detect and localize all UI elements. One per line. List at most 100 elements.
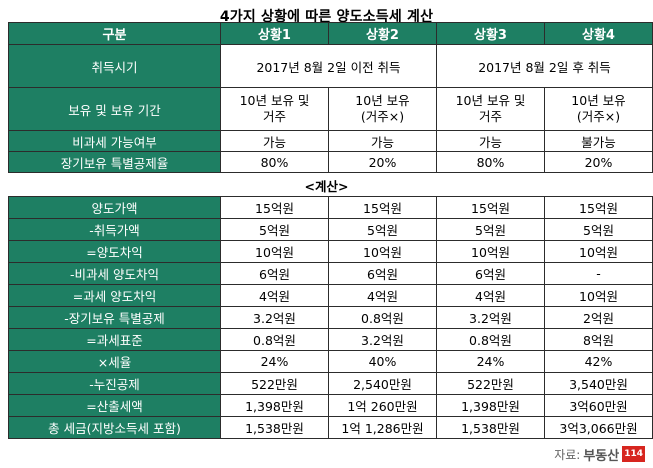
row-value: 24% bbox=[220, 350, 329, 373]
header-case-3: 상황3 bbox=[436, 22, 545, 45]
source-credit: 자료: 부동산 114 bbox=[554, 444, 645, 464]
row-value: 6억원 bbox=[436, 262, 545, 285]
page-title: 4가지 상황에 따른 양도소득세 계산 bbox=[219, 9, 434, 25]
taxfree-cell: 가능 bbox=[220, 130, 329, 152]
table-row: 총 세금(지방소득세 포함) 1,538만원 1억 1,286만원 1,538만원 3억… bbox=[8, 416, 653, 439]
hold-cell: 10년 보유 (거주×) bbox=[328, 87, 437, 131]
row-value: 3억60만원 bbox=[544, 394, 653, 417]
taxfree-row: 비과세 가능여부 가능 가능 가능 불가능 bbox=[8, 130, 653, 152]
row-label: -비과세 양도차익 bbox=[8, 262, 221, 285]
row-value: 15억원 bbox=[220, 196, 329, 219]
row-value: 10억원 bbox=[328, 240, 437, 263]
deduction-label: 장기보유 특별공제율 bbox=[8, 151, 221, 173]
row-value: 1억 1,286만원 bbox=[328, 416, 437, 439]
taxfree-cell: 불가능 bbox=[544, 130, 653, 152]
row-value: 5억원 bbox=[328, 218, 437, 241]
row-value: 522만원 bbox=[220, 372, 329, 395]
calc-section-title: <계산> bbox=[304, 179, 349, 194]
table-row: =과세표준 0.8억원 3.2억원 0.8억원 8억원 bbox=[8, 328, 653, 351]
deduction-row: 장기보유 특별공제율 80% 20% 80% 20% bbox=[8, 151, 653, 173]
table-row: -장기보유 특별공제 3.2억원 0.8억원 3.2억원 2억원 bbox=[8, 306, 653, 329]
acquire-before: 2017년 8월 2일 이전 취득 bbox=[220, 44, 437, 88]
row-value: 522만원 bbox=[436, 372, 545, 395]
row-value: 10억원 bbox=[544, 240, 653, 263]
table-row: 양도가액 15억원 15억원 15억원 15억원 bbox=[8, 196, 653, 219]
row-label: =과세표준 bbox=[8, 328, 221, 351]
source-logo-text: 부동산 bbox=[583, 448, 620, 464]
header-case-1: 상황1 bbox=[220, 22, 329, 45]
header-case-2: 상황2 bbox=[328, 22, 437, 45]
source-label: 자료: bbox=[554, 447, 581, 462]
hold-label: 보유 및 보유 기간 bbox=[8, 87, 221, 131]
taxfree-label: 비과세 가능여부 bbox=[8, 130, 221, 152]
row-label: -누진공제 bbox=[8, 372, 221, 395]
hold-cell: 10년 보유 (거주×) bbox=[544, 87, 653, 131]
row-value: 15억원 bbox=[436, 196, 545, 219]
row-label: =산출세액 bbox=[8, 394, 221, 417]
row-value: 3.2억원 bbox=[328, 328, 437, 351]
row-value: 0.8억원 bbox=[220, 328, 329, 351]
acquire-row: 취득시기 2017년 8월 2일 이전 취득 2017년 8월 2일 후 취득 bbox=[8, 44, 653, 88]
acquire-after: 2017년 8월 2일 후 취득 bbox=[436, 44, 653, 88]
row-value: 4억원 bbox=[436, 284, 545, 307]
row-value: 24% bbox=[436, 350, 545, 373]
table-row: =산출세액 1,398만원 1억 260만원 1,398만원 3억60만원 bbox=[8, 394, 653, 417]
row-value: 5억원 bbox=[436, 218, 545, 241]
row-label: =과세 양도차익 bbox=[8, 284, 221, 307]
row-value: 8억원 bbox=[544, 328, 653, 351]
row-value: 6억원 bbox=[220, 262, 329, 285]
row-value: 0.8억원 bbox=[436, 328, 545, 351]
deduction-cell: 20% bbox=[328, 151, 437, 173]
row-label: 양도가액 bbox=[8, 196, 221, 219]
header-case-4: 상황4 bbox=[544, 22, 653, 45]
row-value: 4억원 bbox=[328, 284, 437, 307]
row-value: 3,540만원 bbox=[544, 372, 653, 395]
row-value: 40% bbox=[328, 350, 437, 373]
row-label: 총 세금(지방소득세 포함) bbox=[8, 416, 221, 439]
row-value: 42% bbox=[544, 350, 653, 373]
row-label: =양도차익 bbox=[8, 240, 221, 263]
deduction-cell: 80% bbox=[220, 151, 329, 173]
row-value: 1,398만원 bbox=[436, 394, 545, 417]
row-value: 2억원 bbox=[544, 306, 653, 329]
table-row: -누진공제 522만원 2,540만원 522만원 3,540만원 bbox=[8, 372, 653, 395]
row-value: 6억원 bbox=[328, 262, 437, 285]
row-label: -장기보유 특별공제 bbox=[8, 306, 221, 329]
acquire-label: 취득시기 bbox=[8, 44, 221, 88]
header-category: 구분 bbox=[8, 22, 221, 45]
deduction-cell: 80% bbox=[436, 151, 545, 173]
deduction-cell: 20% bbox=[544, 151, 653, 173]
header-row: 구분 상황1 상황2 상황3 상황4 bbox=[8, 22, 653, 45]
row-value: 10억원 bbox=[544, 284, 653, 307]
table-row: ×세율 24% 40% 24% 42% bbox=[8, 350, 653, 373]
row-value: 3.2억원 bbox=[220, 306, 329, 329]
row-value: 1,538만원 bbox=[436, 416, 545, 439]
row-value: 4억원 bbox=[220, 284, 329, 307]
calculation-table: 양도가액 15억원 15억원 15억원 15억원 -취득가액 5억원 5억원 5억원 5억원 =양도… bbox=[8, 196, 653, 439]
taxfree-cell: 가능 bbox=[436, 130, 545, 152]
row-value: 1,538만원 bbox=[220, 416, 329, 439]
taxfree-cell: 가능 bbox=[328, 130, 437, 152]
table-row: =양도차익 10억원 10억원 10억원 10억원 bbox=[8, 240, 653, 263]
row-value: 2,540만원 bbox=[328, 372, 437, 395]
hold-row: 보유 및 보유 기간 10년 보유 및 거주 10년 보유 (거주×) 10년 보유… bbox=[8, 87, 653, 131]
row-value: 10억원 bbox=[220, 240, 329, 263]
row-value: 15억원 bbox=[328, 196, 437, 219]
row-value: 1억 260만원 bbox=[328, 394, 437, 417]
row-label: ×세율 bbox=[8, 350, 221, 373]
row-value: 5억원 bbox=[544, 218, 653, 241]
row-value: 10억원 bbox=[436, 240, 545, 263]
row-value: - bbox=[544, 262, 653, 285]
row-label: -취득가액 bbox=[8, 218, 221, 241]
table-row: -취득가액 5억원 5억원 5억원 5억원 bbox=[8, 218, 653, 241]
row-value: 0.8억원 bbox=[328, 306, 437, 329]
row-value: 3.2억원 bbox=[436, 306, 545, 329]
row-value: 3억3,066만원 bbox=[544, 416, 653, 439]
hold-cell: 10년 보유 및 거주 bbox=[436, 87, 545, 131]
row-value: 5억원 bbox=[220, 218, 329, 241]
table-row: -비과세 양도차익 6억원 6억원 6억원 - bbox=[8, 262, 653, 285]
hold-cell: 10년 보유 및 거주 bbox=[220, 87, 329, 131]
source-logo-badge: 114 bbox=[622, 446, 645, 462]
conditions-table: 구분 상황1 상황2 상황3 상황4 취득시기 2017년 8월 2일 이전 취… bbox=[8, 22, 653, 173]
